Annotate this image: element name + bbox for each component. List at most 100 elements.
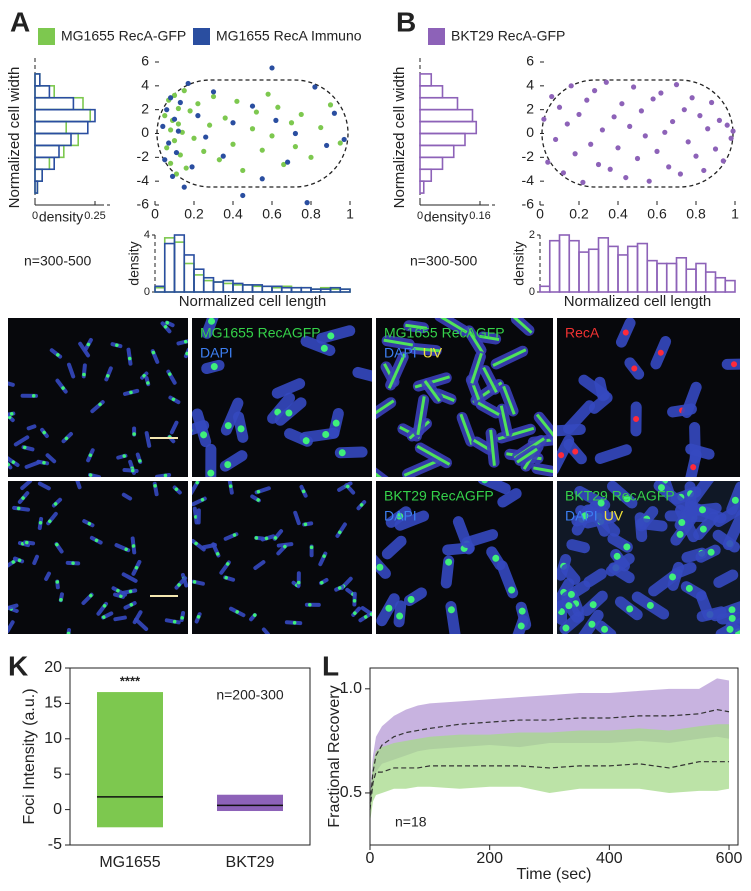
annotation: n=18 (395, 814, 427, 830)
hist-bar (173, 241, 186, 293)
focus (465, 327, 485, 354)
focus (572, 448, 579, 455)
focus (264, 536, 269, 541)
focus (481, 481, 489, 484)
y-tick-label: 5 (53, 765, 62, 782)
focus (345, 484, 350, 489)
cell (461, 529, 499, 548)
focus (183, 339, 188, 344)
cell (296, 571, 301, 588)
point (720, 158, 726, 164)
focus (252, 613, 257, 617)
focus (42, 460, 46, 465)
hist-bar (617, 254, 629, 293)
hist-bar (261, 285, 273, 293)
point (173, 149, 180, 156)
focus (151, 350, 156, 355)
point (341, 136, 347, 143)
y-axis-label: Fractional Recovery (326, 685, 343, 827)
point (693, 153, 699, 159)
legend-swatch (428, 28, 445, 45)
focus (535, 413, 553, 443)
cell-outline (156, 79, 349, 188)
hist-bar (261, 285, 273, 293)
focus (597, 499, 605, 507)
focus (403, 458, 441, 477)
point (273, 117, 279, 123)
focus (11, 560, 16, 564)
cell (20, 481, 33, 491)
x-axis-label: density (39, 209, 83, 225)
hist-bar (607, 245, 619, 293)
focus (194, 541, 198, 546)
focus (626, 605, 634, 613)
focus (385, 604, 393, 612)
micrograph-label: MG1655 RecAGFP (200, 325, 321, 341)
focus (567, 590, 575, 598)
focus (352, 599, 357, 603)
cell (477, 481, 511, 495)
point (638, 108, 645, 114)
x-tick-label: 0 (417, 210, 423, 222)
y-tick-label: 0.5 (340, 784, 362, 801)
hist-bar (34, 168, 43, 182)
hist-bar (212, 281, 225, 293)
focus (210, 363, 218, 371)
micrograph-label: MG1655 RecAGFP (384, 325, 505, 341)
focus (131, 544, 136, 548)
focus (376, 464, 393, 477)
y-tick-label: 0 (529, 286, 535, 298)
micrograph-bg (8, 318, 188, 477)
point (281, 161, 287, 168)
point (650, 96, 656, 102)
focus (416, 444, 451, 466)
focus (512, 318, 533, 334)
hist-bar (339, 288, 351, 293)
hist-bar (656, 262, 668, 293)
annotation: n=200-300 (216, 687, 284, 703)
hist-bar (419, 168, 433, 182)
point (164, 107, 170, 113)
point (662, 129, 668, 135)
annotation: n=300-500 (410, 253, 478, 269)
hist-bar (34, 132, 72, 147)
focus (565, 602, 573, 610)
y-tick-label: 0 (53, 801, 62, 818)
point (308, 154, 314, 160)
x-tick-label: 0.6 (262, 206, 282, 222)
hist-bar (548, 239, 561, 293)
point (572, 151, 578, 157)
hist-bar (558, 234, 571, 293)
point (298, 111, 304, 118)
point (166, 140, 172, 146)
focus (407, 595, 415, 603)
focus (646, 601, 654, 609)
focus (177, 583, 181, 587)
point (162, 113, 168, 119)
hist-bar (34, 156, 51, 171)
y-axis-label: Foci Intensity (a.u.) (21, 688, 38, 824)
point (705, 126, 711, 132)
x-tick-label: 0.4 (223, 206, 243, 222)
hist-bar (34, 156, 56, 171)
focus (273, 536, 278, 540)
mean-line (369, 761, 730, 810)
cell (271, 378, 306, 399)
cells (8, 320, 188, 477)
micrograph: BKT29 RecAGFP DAPI UV (557, 481, 740, 634)
focus (322, 554, 326, 558)
focus (332, 419, 340, 427)
focus (195, 481, 200, 485)
point (603, 79, 609, 85)
point (619, 101, 625, 107)
focus (53, 502, 58, 506)
cell (121, 492, 133, 501)
hist-bar (183, 262, 195, 293)
point (195, 113, 201, 119)
panel-letter: A (10, 6, 30, 37)
y-axis-label: density (511, 241, 527, 285)
focus (562, 624, 570, 632)
micrograph-label: DAPI (384, 508, 417, 524)
hist-bar (419, 180, 425, 194)
legend-label: MG1655 RecA-GFP (61, 28, 186, 44)
